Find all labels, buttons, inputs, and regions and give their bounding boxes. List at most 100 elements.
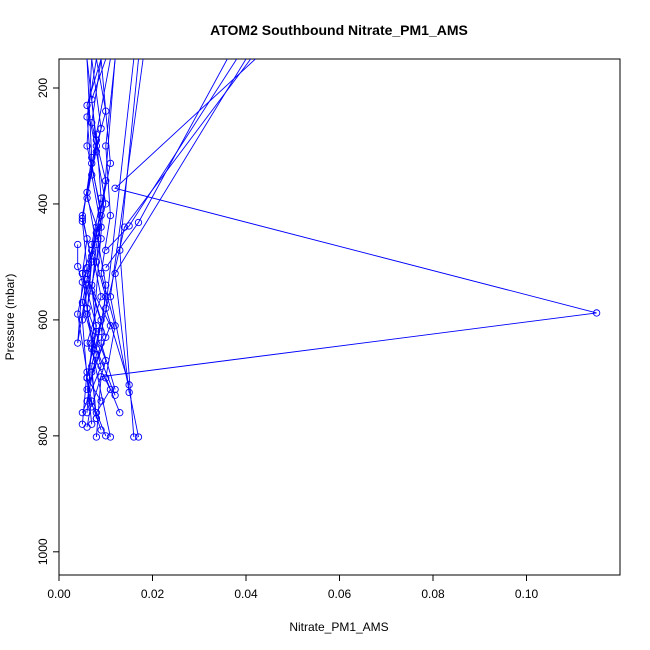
data-point bbox=[78, 217, 87, 225]
data-point bbox=[83, 101, 91, 110]
data-point bbox=[111, 184, 119, 192]
series-17 bbox=[92, 59, 601, 441]
x-tick-label: 0.08 bbox=[421, 587, 445, 601]
x-axis-label: Nitrate_PM1_AMS bbox=[289, 620, 388, 634]
data-point bbox=[125, 381, 133, 389]
data-point bbox=[83, 194, 91, 202]
data-point bbox=[130, 433, 138, 441]
series-24 bbox=[83, 223, 105, 423]
data-point bbox=[78, 409, 87, 417]
data-point bbox=[88, 246, 96, 254]
series-line bbox=[81, 261, 93, 428]
data-point bbox=[102, 281, 110, 289]
series-line bbox=[100, 59, 121, 413]
series-line bbox=[81, 59, 102, 402]
series-8 bbox=[88, 59, 119, 399]
data-point bbox=[74, 339, 82, 347]
series-15 bbox=[111, 59, 247, 397]
data-point bbox=[88, 362, 96, 370]
series-line bbox=[114, 59, 247, 393]
y-axis: 200 400 600 800 1000 bbox=[36, 78, 60, 565]
data-point bbox=[97, 339, 105, 347]
data-point bbox=[83, 113, 91, 121]
data-point bbox=[97, 426, 105, 434]
data-point bbox=[74, 240, 82, 249]
data-point bbox=[88, 153, 96, 162]
data-point bbox=[88, 339, 96, 347]
data-point bbox=[111, 391, 119, 399]
x-tick-label: 0.04 bbox=[234, 587, 258, 601]
series-line bbox=[77, 244, 88, 344]
data-point bbox=[92, 258, 101, 266]
series-line bbox=[86, 227, 102, 419]
series-line bbox=[105, 59, 135, 385]
data-point bbox=[97, 327, 105, 336]
data-point bbox=[111, 385, 119, 394]
series-line bbox=[100, 59, 252, 332]
data-point bbox=[134, 433, 143, 441]
data-point bbox=[97, 206, 105, 214]
data-point bbox=[106, 433, 115, 441]
chart-title: ATOM2 Southbound Nitrate_PM1_AMS bbox=[210, 22, 468, 38]
series-line bbox=[91, 59, 116, 396]
y-tick-label: 600 bbox=[36, 310, 50, 330]
data-point bbox=[116, 409, 124, 417]
data-point bbox=[74, 310, 82, 318]
data-point bbox=[83, 423, 91, 431]
series-19 bbox=[102, 59, 238, 254]
data-point bbox=[83, 385, 91, 394]
y-tick-label: 200 bbox=[36, 78, 50, 98]
x-tick-label: 0.02 bbox=[141, 587, 165, 601]
data-point bbox=[92, 229, 101, 237]
data-point bbox=[97, 293, 105, 301]
data-point bbox=[592, 309, 601, 317]
data-point bbox=[134, 218, 143, 227]
data-point bbox=[92, 433, 101, 441]
series-10 bbox=[97, 59, 124, 417]
series-line bbox=[109, 59, 144, 438]
plot-frame bbox=[58, 58, 621, 576]
data-point bbox=[92, 223, 101, 231]
series-line bbox=[77, 59, 93, 425]
x-axis: 0.00 0.02 0.04 0.06 0.08 0.10 bbox=[47, 574, 539, 601]
data-point bbox=[83, 374, 91, 382]
y-tick-label: 800 bbox=[36, 426, 50, 446]
series-16 bbox=[97, 59, 252, 336]
series-line bbox=[105, 59, 238, 251]
y-tick-label: 1000 bbox=[36, 538, 50, 565]
series-line bbox=[105, 59, 228, 268]
data-point bbox=[78, 269, 87, 278]
series-layer bbox=[74, 59, 601, 441]
data-point bbox=[106, 211, 115, 220]
series-line bbox=[86, 59, 111, 437]
data-point bbox=[92, 130, 101, 139]
data-point bbox=[102, 432, 110, 440]
data-point bbox=[83, 264, 91, 272]
series-line bbox=[95, 59, 597, 438]
x-tick-label: 0.10 bbox=[515, 587, 539, 601]
data-point bbox=[78, 214, 87, 223]
data-point bbox=[83, 142, 91, 150]
series-line bbox=[86, 59, 107, 408]
data-point bbox=[83, 409, 91, 417]
series-line bbox=[119, 59, 139, 438]
x-tick-label: 0.06 bbox=[328, 587, 352, 601]
data-point bbox=[83, 397, 91, 405]
data-point bbox=[102, 246, 110, 254]
data-point bbox=[102, 333, 110, 341]
data-point bbox=[83, 269, 91, 278]
data-point bbox=[97, 397, 105, 405]
data-point bbox=[92, 345, 101, 353]
y-axis-label: Pressure (mbar) bbox=[3, 274, 17, 361]
x-tick-label: 0.00 bbox=[47, 587, 71, 601]
y-tick-label: 400 bbox=[36, 194, 50, 214]
data-point bbox=[83, 235, 91, 243]
series-2 bbox=[83, 59, 110, 434]
data-point bbox=[88, 258, 96, 266]
data-point bbox=[102, 264, 110, 272]
data-point bbox=[125, 388, 133, 397]
data-point bbox=[97, 316, 105, 324]
series-9 bbox=[74, 59, 96, 428]
data-point bbox=[74, 262, 82, 271]
